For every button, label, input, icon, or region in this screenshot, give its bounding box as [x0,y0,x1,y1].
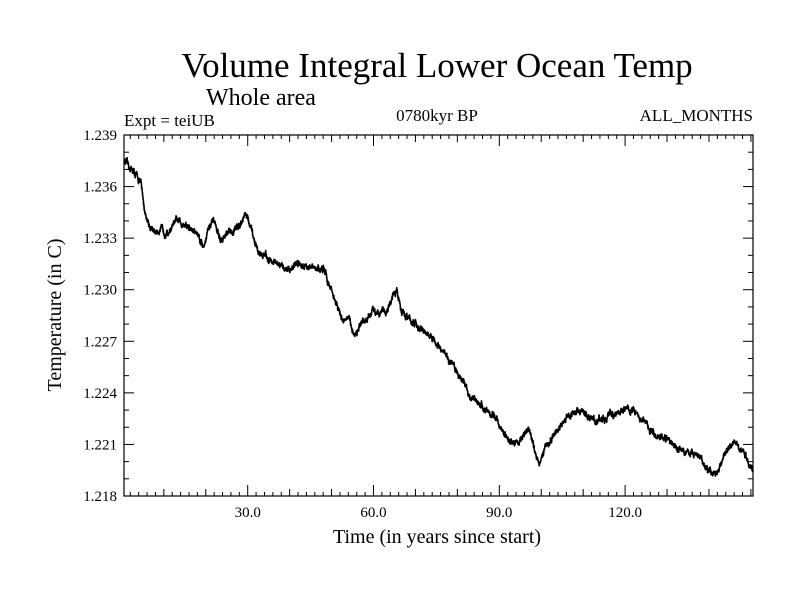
x-tick-label: 60.0 [360,505,386,521]
x-tick-label: 30.0 [235,505,261,521]
y-tick-label: 1.218 [83,489,117,505]
chart-subtitle: Whole area [206,85,316,111]
period-label: 0780kyr BP [396,106,478,125]
y-tick-label: 1.221 [83,437,117,453]
y-tick-label: 1.224 [83,386,117,402]
y-tick-label: 1.233 [83,231,117,247]
experiment-label: Expt = teiUB [124,111,215,130]
x-tick-label: 120.0 [608,505,642,521]
axis-ticks [124,135,753,496]
x-tick-labels: 30.0 60.0 90.0 120.0 [235,505,642,521]
plot-area [123,134,754,497]
y-tick-labels: 1.218 1.221 1.224 1.227 1.230 1.233 1.236 1.239 [83,128,117,505]
y-tick-label: 1.230 [83,283,117,299]
y-tick-label: 1.236 [83,180,117,196]
x-tick-label: 90.0 [486,505,512,521]
y-tick-label: 1.239 [83,128,117,144]
y-tick-label: 1.227 [83,334,117,350]
x-axis-label: Time (in years since start) [333,526,541,548]
y-axis-label: Temperature (in C) [44,239,66,392]
months-label: ALL_MONTHS [640,106,753,125]
chart-title: Volume Integral Lower Ocean Temp [181,46,692,85]
series-line [123,156,754,477]
